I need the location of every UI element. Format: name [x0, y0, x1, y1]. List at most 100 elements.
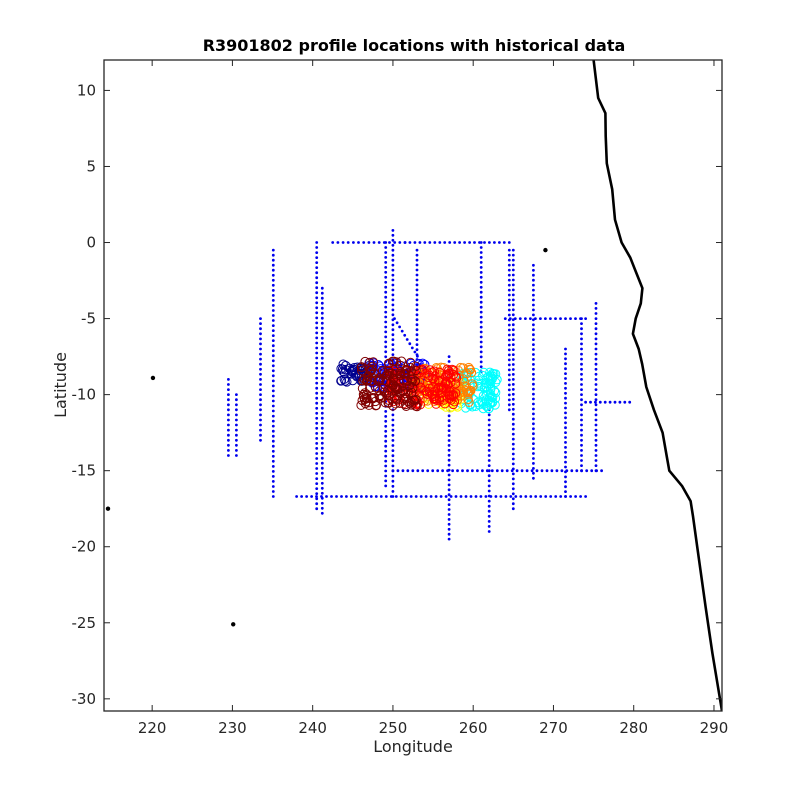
historical-point [466, 469, 469, 473]
historical-point [320, 426, 324, 430]
historical-point [320, 316, 324, 320]
historical-point [550, 469, 554, 473]
historical-point [507, 398, 511, 402]
historical-point [507, 273, 511, 277]
historical-point [320, 361, 324, 365]
historical-point [580, 352, 583, 356]
historical-point [511, 258, 515, 262]
historical-point [447, 527, 451, 531]
historical-point [594, 400, 597, 404]
historical-point [320, 481, 324, 485]
x-tick-label: 270 [539, 719, 568, 737]
historical-point [507, 258, 511, 262]
historical-point [391, 278, 395, 282]
historical-point [508, 317, 512, 320]
historical-point [355, 495, 358, 498]
historical-point [271, 419, 275, 423]
historical-point [384, 290, 388, 294]
profile-marker [360, 398, 371, 409]
historical-point [504, 495, 508, 498]
historical-point [384, 444, 388, 448]
historical-point [384, 251, 388, 254]
profile-marker [443, 389, 453, 400]
historical-point [447, 503, 451, 506]
historical-point [580, 367, 583, 371]
historical-point [507, 408, 511, 412]
historical-point [406, 469, 410, 473]
historical-point [446, 469, 449, 473]
historical-point [529, 317, 532, 320]
historical-point [539, 495, 543, 498]
profile-marker [464, 386, 475, 397]
historical-point [384, 335, 388, 339]
historical-point [259, 398, 262, 402]
x-tick-label: 260 [459, 719, 488, 737]
historical-point [335, 495, 338, 498]
historical-point [479, 300, 483, 304]
profile-marker [477, 398, 487, 408]
historical-point [513, 317, 517, 320]
historical-point [315, 296, 319, 300]
historical-point [384, 434, 388, 438]
historical-point [320, 506, 324, 510]
profile-marker [473, 381, 483, 392]
historical-point [391, 298, 395, 302]
historical-point [613, 400, 617, 404]
historical-point [515, 469, 519, 473]
historical-point [350, 495, 353, 498]
historical-point [487, 520, 491, 523]
historical-point [511, 392, 515, 396]
historical-point [271, 475, 275, 478]
historical-point [487, 433, 491, 437]
historical-point [511, 298, 515, 302]
historical-point [320, 331, 324, 335]
historical-point [315, 391, 319, 395]
historical-point [320, 396, 324, 400]
historical-point [300, 495, 303, 498]
historical-point [594, 302, 598, 305]
historical-point [493, 241, 496, 244]
historical-point [479, 330, 483, 334]
profile-marker [395, 398, 405, 408]
historical-point [564, 495, 567, 498]
historical-point [271, 319, 275, 322]
historical-point [532, 452, 535, 455]
historical-point [408, 241, 412, 244]
historical-point [391, 313, 395, 317]
historical-point [227, 388, 230, 391]
historical-point [487, 464, 491, 467]
historical-point [315, 462, 319, 465]
historical-point [384, 275, 388, 279]
historical-point [391, 303, 395, 307]
profile-marker [365, 357, 375, 368]
historical-point [487, 509, 491, 513]
historical-point [271, 495, 275, 498]
y-axis-label: Latitude [51, 352, 70, 418]
historical-point [580, 337, 583, 341]
historical-point [594, 372, 598, 376]
historical-point [271, 374, 275, 378]
historical-point [391, 248, 395, 252]
historical-point [594, 322, 598, 325]
historical-transect [403, 241, 511, 244]
historical-point [580, 322, 583, 325]
historical-point [259, 393, 262, 396]
historical-point [511, 407, 515, 411]
historical-transect [391, 229, 395, 381]
profile-marker [359, 374, 370, 384]
historical-point [391, 293, 395, 297]
historical-transect [271, 248, 275, 498]
historical-point [391, 308, 395, 312]
historical-point [384, 439, 388, 443]
historical-point [415, 283, 419, 287]
historical-point [320, 406, 324, 410]
historical-point [320, 495, 323, 498]
historical-point [564, 490, 567, 493]
historical-point [479, 360, 483, 364]
historical-transect [532, 263, 535, 480]
profile-marker [396, 356, 407, 366]
historical-point [447, 448, 451, 452]
historical-point [259, 423, 262, 427]
historical-point [594, 337, 598, 341]
historical-point [411, 469, 415, 473]
